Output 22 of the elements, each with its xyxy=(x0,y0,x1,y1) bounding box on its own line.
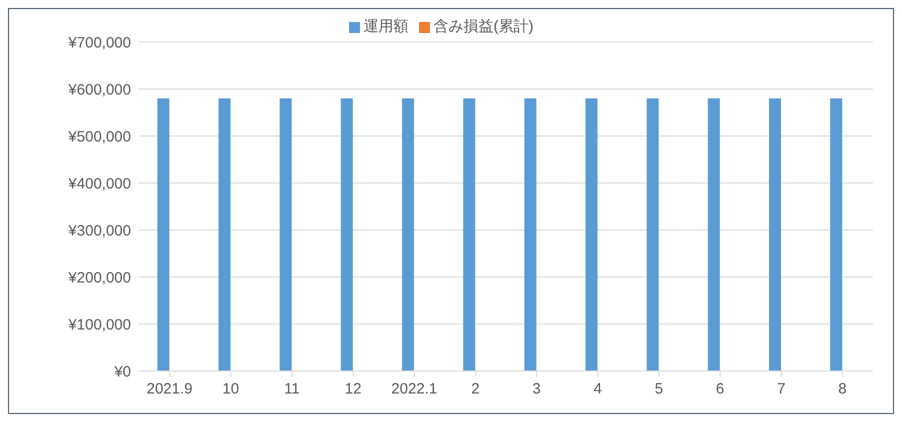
x-tick-label: 2022.1 xyxy=(391,380,438,398)
x-tick-label: 3 xyxy=(532,380,541,398)
y-tick-label: ¥300,000 xyxy=(67,222,131,240)
y-tick-label: ¥0 xyxy=(113,363,131,380)
y-tick-label: ¥200,000 xyxy=(67,269,131,286)
x-tick-label: 4 xyxy=(594,380,602,398)
y-tick-label: ¥100,000 xyxy=(67,316,131,334)
x-tick-label: 2021.9 xyxy=(146,380,193,398)
x-tick-label: 7 xyxy=(777,380,786,398)
x-tick-label: 6 xyxy=(716,380,724,398)
x-tick-label: 8 xyxy=(838,380,847,398)
x-tick-label: 5 xyxy=(654,380,664,398)
legend-label: 運用額 xyxy=(364,18,408,35)
x-tick-label: 10 xyxy=(222,380,240,398)
legend-label: 含み損益(累計) xyxy=(434,18,534,35)
x-tick-label: 2 xyxy=(471,380,480,398)
y-tick-label: ¥600,000 xyxy=(67,81,131,98)
x-tick-label: 11 xyxy=(284,380,300,398)
y-tick-label: ¥500,000 xyxy=(67,128,131,146)
x-tick-label: 12 xyxy=(344,380,362,398)
y-tick-label: ¥400,000 xyxy=(67,175,131,192)
y-tick-label: ¥700,000 xyxy=(67,34,131,52)
